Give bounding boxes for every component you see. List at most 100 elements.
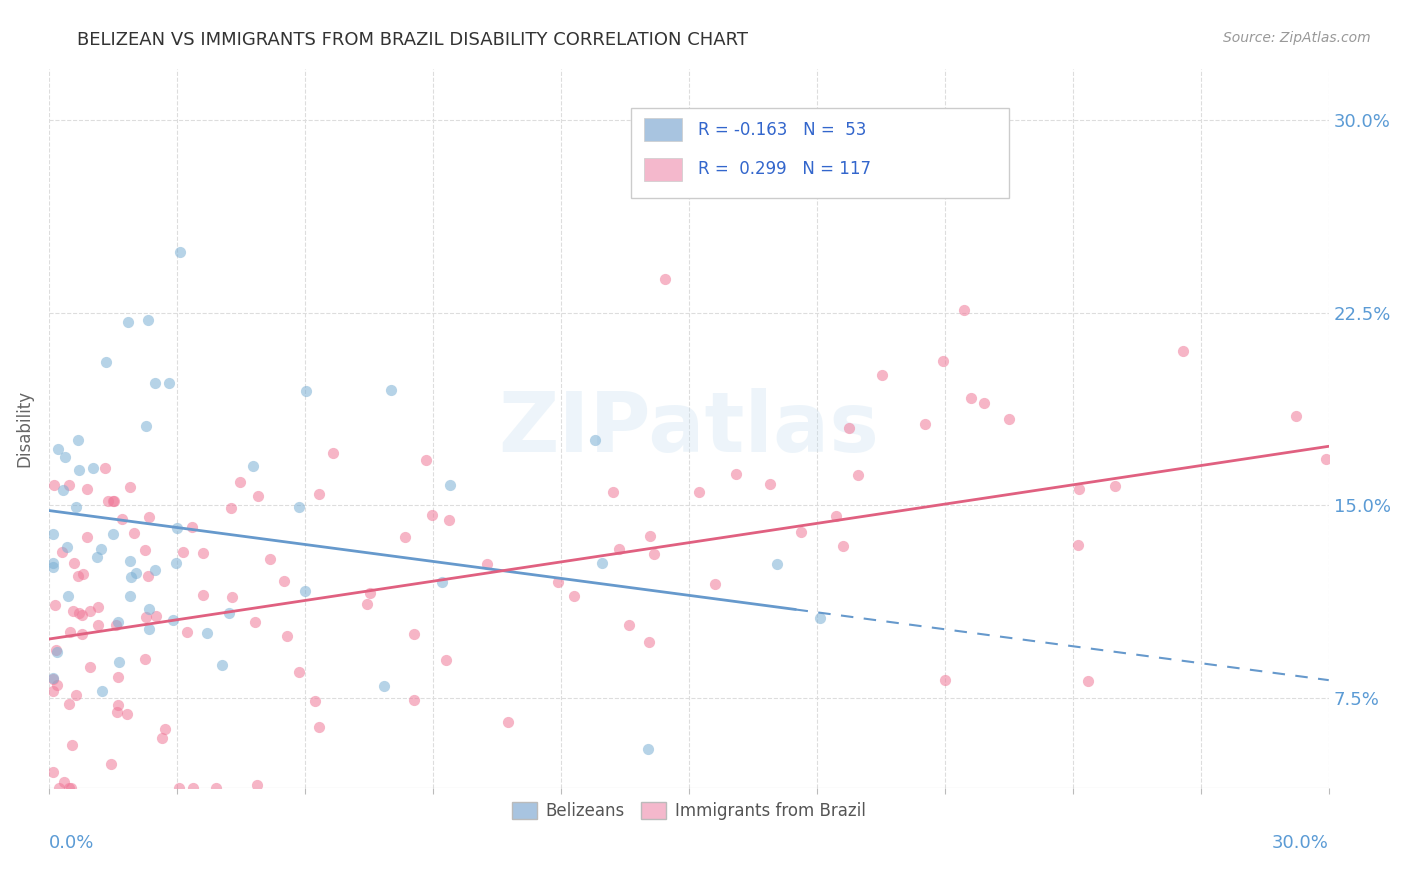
Point <box>619 618 641 632</box>
Point <box>259 552 281 566</box>
Point <box>135 418 157 433</box>
Point <box>759 477 782 491</box>
Point <box>402 626 425 640</box>
Point <box>96 355 118 369</box>
Point <box>86 600 108 615</box>
Point <box>143 562 166 576</box>
Point <box>547 574 569 589</box>
Point <box>434 653 457 667</box>
Point <box>138 622 160 636</box>
Point <box>932 354 955 368</box>
Point <box>846 468 869 483</box>
Point <box>1067 538 1090 552</box>
Point <box>243 615 266 630</box>
Point <box>107 670 129 684</box>
Point <box>63 557 86 571</box>
Point <box>824 509 846 524</box>
Point <box>162 614 184 628</box>
Point <box>103 527 125 541</box>
Point <box>790 524 813 539</box>
Point <box>1069 483 1091 497</box>
Point <box>42 764 65 779</box>
Point <box>124 525 146 540</box>
Point <box>100 757 122 772</box>
Point <box>420 508 443 522</box>
FancyBboxPatch shape <box>644 118 682 141</box>
Point <box>221 590 243 604</box>
Point <box>42 671 65 685</box>
Point <box>808 611 831 625</box>
Point <box>58 477 80 491</box>
Point <box>120 570 142 584</box>
Point <box>72 566 94 581</box>
Point <box>120 554 142 568</box>
Point <box>107 655 129 669</box>
Point <box>134 543 156 558</box>
Point <box>246 778 269 792</box>
Point <box>643 547 665 561</box>
Point <box>276 629 298 643</box>
Point <box>242 459 264 474</box>
Point <box>195 625 218 640</box>
Point <box>42 556 65 570</box>
Point <box>562 589 585 603</box>
Point <box>246 489 269 503</box>
Point <box>288 665 311 679</box>
Point <box>638 529 661 543</box>
Point <box>55 540 77 554</box>
Point <box>58 781 80 796</box>
Point <box>51 545 73 559</box>
Point <box>373 679 395 693</box>
Point <box>725 467 748 482</box>
Point <box>86 617 108 632</box>
Point <box>165 557 187 571</box>
Point <box>205 781 228 796</box>
Point <box>1077 673 1099 688</box>
Point <box>997 411 1019 425</box>
Point <box>273 574 295 589</box>
Text: 0.0%: 0.0% <box>49 834 94 853</box>
Point <box>166 521 188 535</box>
Point <box>415 453 437 467</box>
Point <box>1285 409 1308 423</box>
Point <box>117 315 139 329</box>
Point <box>1315 451 1337 466</box>
Point <box>766 557 789 571</box>
Point <box>322 446 344 460</box>
Point <box>42 673 65 687</box>
Point <box>45 642 67 657</box>
Point <box>52 775 75 789</box>
FancyBboxPatch shape <box>631 108 1010 198</box>
Point <box>136 313 159 327</box>
Point <box>704 577 727 591</box>
Point <box>229 475 252 490</box>
Point <box>134 652 156 666</box>
Point <box>953 302 976 317</box>
Point <box>308 720 330 734</box>
Point <box>145 609 167 624</box>
Point <box>118 479 141 493</box>
Point <box>96 494 118 508</box>
Point <box>53 450 76 464</box>
Point <box>60 781 83 796</box>
Point <box>838 421 860 435</box>
Point <box>138 602 160 616</box>
Point <box>86 550 108 565</box>
Point <box>591 556 613 570</box>
Point <box>973 396 995 410</box>
Point <box>42 684 65 698</box>
Point <box>934 673 956 687</box>
Point <box>107 615 129 630</box>
Point <box>218 607 240 621</box>
Point <box>602 484 624 499</box>
Point <box>76 483 98 497</box>
Point <box>67 463 90 477</box>
Point <box>439 478 461 492</box>
Point <box>66 569 89 583</box>
Point <box>152 731 174 746</box>
Point <box>115 707 138 722</box>
Point <box>169 244 191 259</box>
Point <box>143 376 166 390</box>
Point <box>960 392 983 406</box>
Point <box>70 608 93 623</box>
